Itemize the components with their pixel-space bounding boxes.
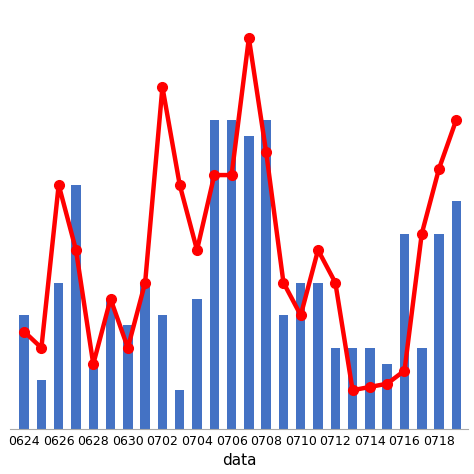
X-axis label: data: data — [222, 454, 256, 468]
Bar — [400, 234, 409, 429]
Bar — [140, 283, 150, 429]
Bar — [227, 119, 237, 429]
Bar — [54, 283, 64, 429]
Bar — [36, 381, 46, 429]
Bar — [313, 283, 323, 429]
Bar — [296, 283, 305, 429]
Bar — [158, 315, 167, 429]
Bar — [383, 364, 392, 429]
Bar — [106, 299, 115, 429]
Bar — [365, 348, 374, 429]
Bar — [348, 348, 357, 429]
Bar — [210, 119, 219, 429]
Bar — [261, 119, 271, 429]
Bar — [434, 234, 444, 429]
Bar — [71, 185, 81, 429]
Bar — [192, 299, 202, 429]
Bar — [330, 348, 340, 429]
Bar — [175, 390, 184, 429]
Bar — [19, 315, 29, 429]
Bar — [89, 364, 98, 429]
Bar — [417, 348, 427, 429]
Bar — [452, 201, 461, 429]
Bar — [279, 315, 288, 429]
Bar — [123, 325, 133, 429]
Bar — [244, 136, 254, 429]
